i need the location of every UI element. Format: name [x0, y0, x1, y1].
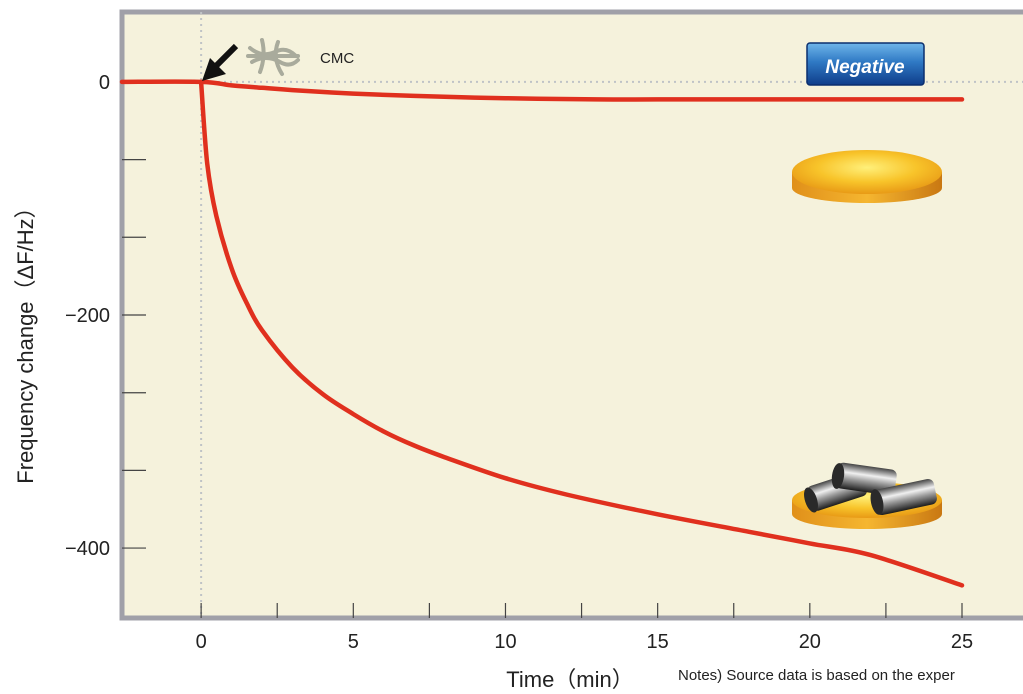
- series-line-2: [198, 79, 965, 588]
- x-tick-label: 10: [494, 631, 516, 653]
- y-tick-label: −400: [65, 538, 110, 560]
- x-tick-label: 25: [951, 631, 973, 653]
- x-axis-title: Time（min）: [506, 667, 634, 692]
- x-tick-label: 5: [348, 631, 359, 653]
- svg-text:Negative: Negative: [825, 57, 905, 78]
- y-tick-label: −200: [65, 305, 110, 327]
- series-line-1: [119, 79, 965, 102]
- injection-arrow-icon: [202, 43, 239, 81]
- cmc-label: CMC: [320, 50, 354, 67]
- y-tick-label: 0: [99, 72, 110, 94]
- negative-badge: Negative: [806, 42, 925, 86]
- x-tick-label: 20: [799, 631, 821, 653]
- y-axis-title: Frequency change（ΔF/Hz）: [13, 196, 38, 483]
- nanotube-disc-icon: [792, 462, 942, 529]
- cmc-fiber-icon: [246, 38, 300, 76]
- series-lines: [119, 79, 965, 588]
- source-note: Notes) Source data is based on the exper: [678, 667, 955, 684]
- axis-ticks: 0 5 10 15 20 25 0 −200 −400: [65, 72, 973, 653]
- nanotube-cylinders-icon: [804, 462, 937, 516]
- x-tick-label: 0: [196, 631, 207, 653]
- x-tick-label: 15: [647, 631, 669, 653]
- gold-disc-icon: [792, 150, 942, 203]
